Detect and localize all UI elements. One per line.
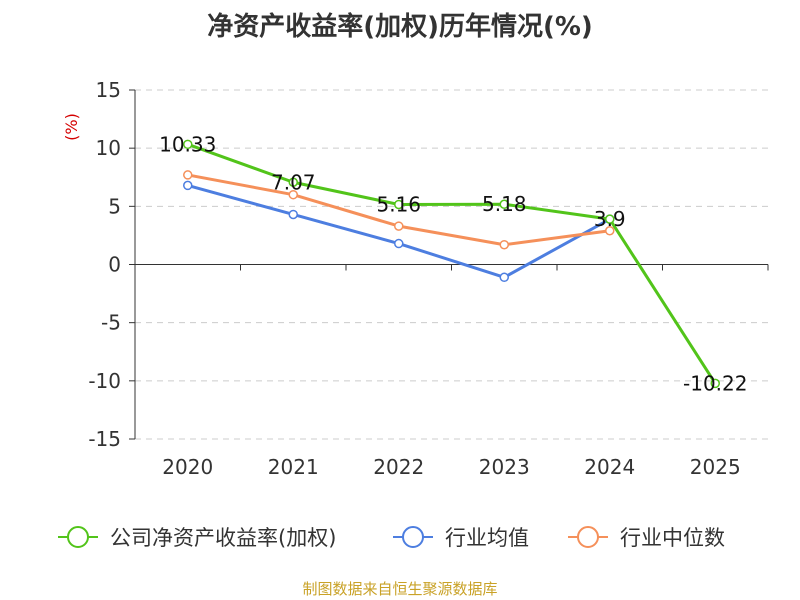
series-point[interactable] xyxy=(394,199,404,210)
legend-swatch-marker xyxy=(577,526,599,548)
legend-swatch-marker xyxy=(402,526,424,548)
series-point[interactable] xyxy=(499,239,509,250)
legend[interactable]: 公司净资产收益率(加权) 行业均值 行业中位数 xyxy=(58,526,725,550)
y-tick-label: 15 xyxy=(96,78,121,102)
x-tick-label: 2024 xyxy=(584,455,635,479)
axes: 15 10 5 0 -5 -10 -15 2020 2021 2022 2023 2024 2025 (%… xyxy=(62,78,769,479)
legend-item[interactable]: 公司净资产收益率(加权) xyxy=(58,526,336,550)
y-tick-label: 5 xyxy=(108,194,121,218)
data-label: 5.16 xyxy=(376,192,421,216)
data-label: -10.22 xyxy=(683,371,747,395)
data-label: 10.33 xyxy=(159,132,216,156)
x-tick-label: 2020 xyxy=(162,455,213,479)
x-tick-label: 2025 xyxy=(690,455,741,479)
series-point[interactable] xyxy=(288,189,298,200)
x-tick-label: 2021 xyxy=(268,455,319,479)
series-point[interactable] xyxy=(605,226,615,236)
legend-label: 行业中位数 xyxy=(620,526,725,550)
series-point[interactable] xyxy=(288,177,298,188)
data-labels: 10.33 7.07 5.16 5.18 3.9 -10.22 xyxy=(159,132,747,395)
legend-item[interactable]: 行业均值 xyxy=(393,526,529,550)
data-label: 5.18 xyxy=(482,192,527,216)
y-tick-label: -15 xyxy=(88,427,121,451)
series-point[interactable] xyxy=(288,209,298,220)
x-tick-label: 2022 xyxy=(373,455,424,479)
data-source-note: 制图数据来自恒生聚源数据库 xyxy=(302,580,498,598)
y-tick-label: -10 xyxy=(88,369,121,393)
y-tick-label: 0 xyxy=(108,253,121,277)
series-line xyxy=(187,142,717,385)
series-lines xyxy=(183,139,720,389)
series-point[interactable] xyxy=(499,199,509,209)
legend-label: 行业均值 xyxy=(445,526,529,550)
y-tick-label: 10 xyxy=(96,136,121,160)
legend-label: 公司净资产收益率(加权) xyxy=(110,526,336,550)
series-point[interactable] xyxy=(183,180,193,191)
series-point[interactable] xyxy=(394,221,404,231)
x-tick-label: 2023 xyxy=(479,455,530,479)
legend-item[interactable]: 行业中位数 xyxy=(568,526,725,550)
data-label: 7.07 xyxy=(271,170,316,194)
series-point[interactable] xyxy=(605,214,615,224)
y-tick-label: -5 xyxy=(101,311,121,335)
series-point[interactable] xyxy=(710,378,720,389)
series-point[interactable] xyxy=(394,238,404,249)
legend-swatch-marker xyxy=(67,526,89,548)
data-label: 3.9 xyxy=(594,207,626,231)
series-point[interactable] xyxy=(183,170,193,180)
series-point[interactable] xyxy=(183,139,193,150)
y-axis-unit-label: (%) xyxy=(62,113,81,141)
chart-title: 净资产收益率(加权)历年情况(%) xyxy=(207,12,593,42)
series-point[interactable] xyxy=(499,272,509,283)
